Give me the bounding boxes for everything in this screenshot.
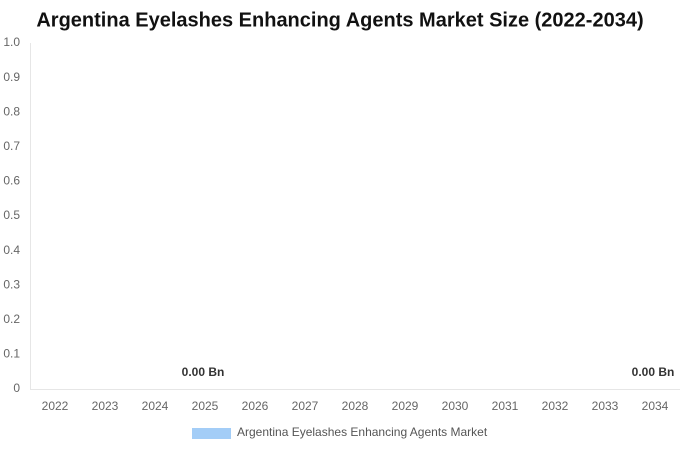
- legend-label: Argentina Eyelashes Enhancing Agents Mar…: [237, 425, 488, 439]
- x-tick-label: 2026: [242, 399, 269, 413]
- y-tick-label: 1.0: [3, 35, 20, 49]
- legend-swatch: [192, 428, 231, 439]
- y-tick-label: 0.2: [3, 312, 20, 326]
- chart-title: Argentina Eyelashes Enhancing Agents Mar…: [36, 9, 643, 31]
- y-tick-label: 0: [13, 381, 20, 395]
- data-label: 0.00 Bn: [182, 365, 225, 379]
- x-tick-label: 2029: [392, 399, 419, 413]
- x-tick-label: 2032: [542, 399, 569, 413]
- x-tick-label: 2034: [642, 399, 669, 413]
- x-tick-label: 2031: [492, 399, 519, 413]
- x-tick-label: 2033: [592, 399, 619, 413]
- x-tick-label: 2028: [342, 399, 369, 413]
- data-label: 0.00 Bn: [632, 365, 675, 379]
- y-tick-label: 0.5: [3, 208, 20, 222]
- y-tick-label: 0.3: [3, 277, 20, 291]
- y-tick-label: 0.9: [3, 70, 20, 84]
- x-tick-label: 2022: [42, 399, 69, 413]
- y-tick-label: 0.1: [3, 347, 20, 361]
- x-tick-label: 2025: [192, 399, 219, 413]
- y-tick-label: 0.8: [3, 104, 20, 118]
- y-tick-label: 0.4: [3, 243, 20, 257]
- y-tick-label: 0.6: [3, 174, 20, 188]
- x-tick-label: 2023: [92, 399, 119, 413]
- x-tick-label: 2027: [292, 399, 319, 413]
- x-tick-label: 2030: [442, 399, 469, 413]
- y-tick-label: 0.7: [3, 139, 20, 153]
- x-tick-label: 2024: [142, 399, 169, 413]
